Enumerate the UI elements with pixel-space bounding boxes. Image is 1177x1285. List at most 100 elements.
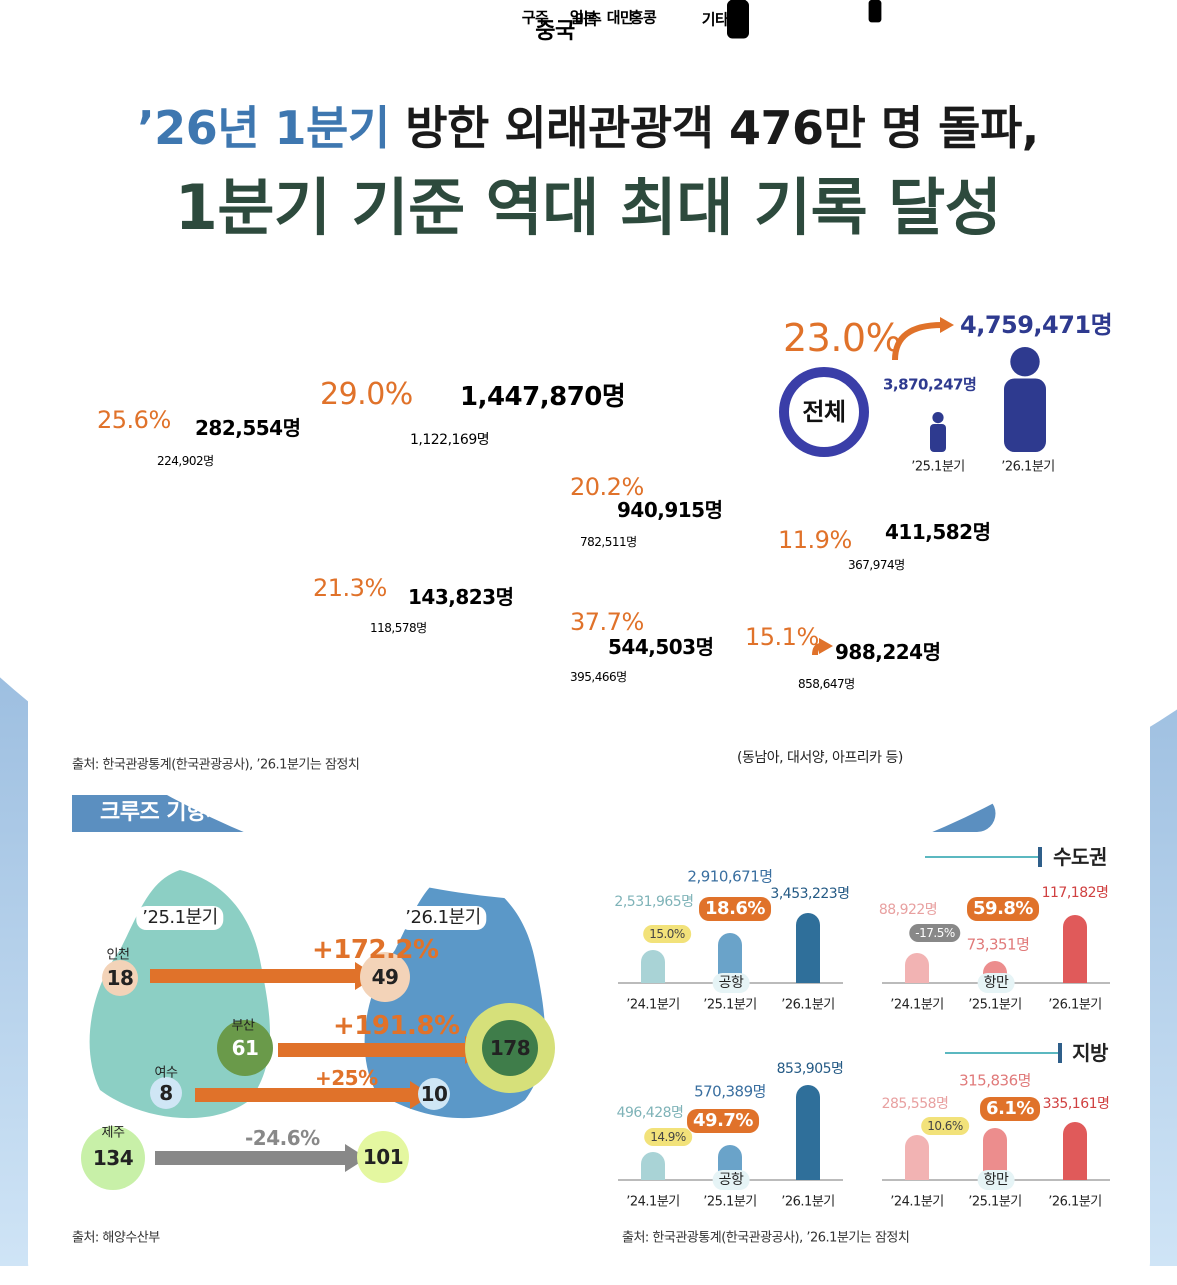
route-count: 2,910,671명: [687, 867, 773, 886]
route-count: 496,428명: [616, 1105, 684, 1121]
route-type: 공항: [712, 1170, 750, 1190]
market-note: (동남아, 대서양, 아프리카 등): [737, 750, 903, 766]
route-count: 88,922명: [878, 902, 938, 918]
route-type: 항만: [977, 973, 1015, 993]
route-count: 570,389명: [694, 1082, 766, 1101]
current-count: 1,447,870명: [460, 382, 626, 412]
region-name: 지방: [1072, 1041, 1108, 1065]
total-badge: [779, 367, 869, 457]
current-count: 988,224명: [835, 640, 941, 664]
route-count: 73,351명: [966, 935, 1030, 954]
current-count: 143,823명: [408, 585, 514, 609]
market-name: 일본: [569, 8, 597, 27]
period-label: ’24.1분기: [890, 997, 944, 1013]
port-circle: [150, 1077, 182, 1109]
change-arrow: [155, 1151, 345, 1165]
source: 출처: 한국관광통계(한국관광공사), ’26.1분기는 잠정치: [622, 1230, 910, 1246]
route-bar: [796, 913, 820, 983]
growth-arrow: [892, 322, 943, 361]
change-arrow: [150, 969, 355, 983]
previous-count: 118,578명: [370, 621, 427, 635]
change-rate: +25%: [315, 1066, 378, 1090]
market-name: 기타: [701, 10, 729, 29]
period-label: ’24.1분기: [890, 1194, 944, 1210]
section-heading: 외래관광객 입국경로: [652, 800, 837, 825]
growth-rate: 14.9%: [644, 1128, 692, 1146]
growth-rate: 18.6%: [699, 897, 771, 921]
market-name: 구주: [521, 8, 549, 27]
previous-count: 3,870,247명: [883, 375, 977, 394]
period-label: ’26.1분기: [781, 997, 835, 1013]
port-name: 부산: [231, 1018, 255, 1034]
region-name: 수도권: [1053, 845, 1107, 869]
port-circle: [217, 1020, 273, 1076]
route-count: 315,836명: [959, 1071, 1031, 1090]
arrow-head: [345, 1144, 367, 1172]
current-count: 101: [362, 1145, 404, 1169]
route-bar: [1063, 915, 1087, 983]
arrow-head: [940, 317, 954, 333]
port-circle: [81, 1126, 145, 1190]
route-bar: [1063, 1122, 1087, 1180]
growth-rate: 20.2%: [570, 473, 644, 501]
route-bar: [983, 1128, 1007, 1180]
current-count: 49: [371, 965, 399, 989]
port-name: 제주: [101, 1125, 125, 1141]
growth-rate: 29.0%: [320, 377, 413, 412]
period-label: ’25.1분기: [968, 1194, 1022, 1210]
route-count: 117,182명: [1041, 885, 1109, 901]
market-name: 중국: [535, 19, 575, 44]
port-circle: [360, 952, 410, 1002]
title-line1: ’26년 1분기 방한 외래관광객 476만 명 돌파,: [137, 105, 1039, 151]
title-rest: 방한 외래관광객 476만 명 돌파,: [389, 101, 1039, 155]
previous-count: 367,974명: [848, 558, 905, 572]
growth-rate: 59.8%: [967, 897, 1039, 921]
change-rate: -24.6%: [245, 1126, 320, 1150]
route-bar: [905, 953, 929, 983]
figure-body: [727, 0, 749, 39]
figure-head: [932, 412, 944, 424]
growth-rate: 25.6%: [97, 406, 171, 434]
previous-count: 8: [159, 1081, 173, 1105]
figure-body: [868, 0, 882, 23]
previous-count: 858,647명: [798, 677, 855, 691]
port-name: 인천: [106, 947, 130, 963]
total-name: 전체: [802, 398, 846, 426]
previous-count: 224,902명: [157, 454, 214, 468]
source: 출처: 해양수산부: [72, 1230, 160, 1246]
growth-rate: -17.5%: [909, 924, 961, 942]
current-count: 411,582명: [885, 520, 991, 544]
route-count: 285,558명: [881, 1096, 949, 1112]
previous-count: 61: [231, 1036, 259, 1060]
title-line2: 1분기 기준 역대 최대 기록 달성: [174, 171, 1002, 244]
current-count: 10: [420, 1082, 448, 1106]
route-bar: [641, 950, 665, 983]
route-count: 335,161명: [1042, 1096, 1110, 1112]
market-name: 홍콩: [629, 8, 657, 27]
market-name: 미주: [574, 10, 602, 29]
port-name: 여수: [154, 1065, 178, 1081]
period-label: ’25.1분기: [968, 997, 1022, 1013]
route-count: 853,905명: [776, 1061, 844, 1077]
change-arrow: [195, 1088, 410, 1102]
section-heading: 크루즈 기항지 입항 현황(항차 기준): [100, 800, 425, 825]
route-bar: [905, 1135, 929, 1180]
period-label: ’26.1분기: [1048, 997, 1102, 1013]
market-name: 대만: [606, 8, 634, 27]
current-count: 282,554명: [195, 416, 301, 440]
previous-count: 134: [92, 1146, 134, 1170]
port-circle: [357, 1131, 409, 1183]
route-bar: [796, 1085, 820, 1180]
port-core: [482, 1020, 538, 1076]
previous-count: 18: [106, 966, 134, 990]
change-rate: +191.8%: [333, 1011, 460, 1041]
growth-rate: 10.6%: [921, 1117, 969, 1135]
source: 출처: 한국관광통계(한국관광공사), ’26.1분기는 잠정치: [72, 757, 360, 773]
previous-count: 1,122,169명: [410, 432, 490, 448]
growth-rate: 11.9%: [778, 526, 852, 554]
figure-body: [1004, 378, 1046, 452]
title-highlight: ’26년 1분기: [137, 101, 390, 155]
period-label: ’25.1분기: [703, 997, 757, 1013]
previous-count: 395,466명: [570, 670, 627, 684]
